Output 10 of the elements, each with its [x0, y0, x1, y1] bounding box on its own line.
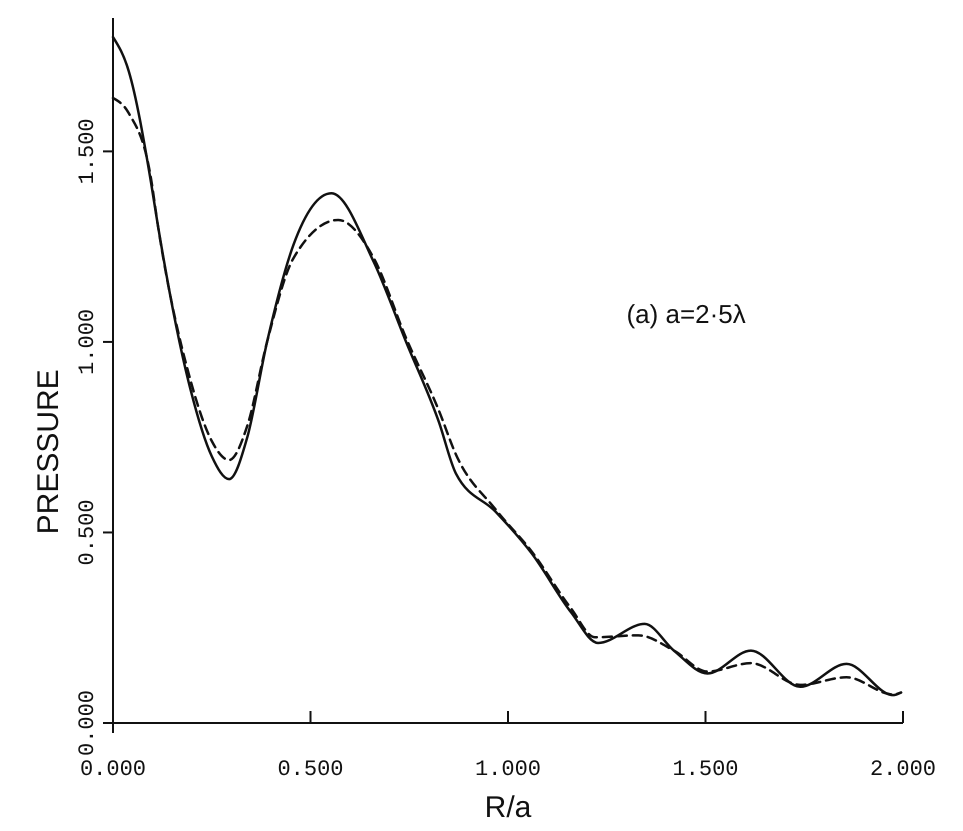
x-tick-label: 0.500 — [277, 757, 344, 782]
x-tick-label: 1.000 — [474, 757, 542, 782]
annotation: (a) a=2·5λ — [626, 298, 746, 329]
x-tick-label: 1.500 — [672, 757, 739, 782]
x-axis-title: R/a — [484, 791, 532, 824]
y-axis-title: PRESSURE — [32, 369, 65, 534]
y-tick-label: 0.500 — [75, 499, 100, 566]
y-tick-label: 1.000 — [75, 308, 100, 375]
x-tick-label: 2.000 — [870, 757, 936, 782]
y-tick-label: 1.500 — [75, 118, 100, 184]
